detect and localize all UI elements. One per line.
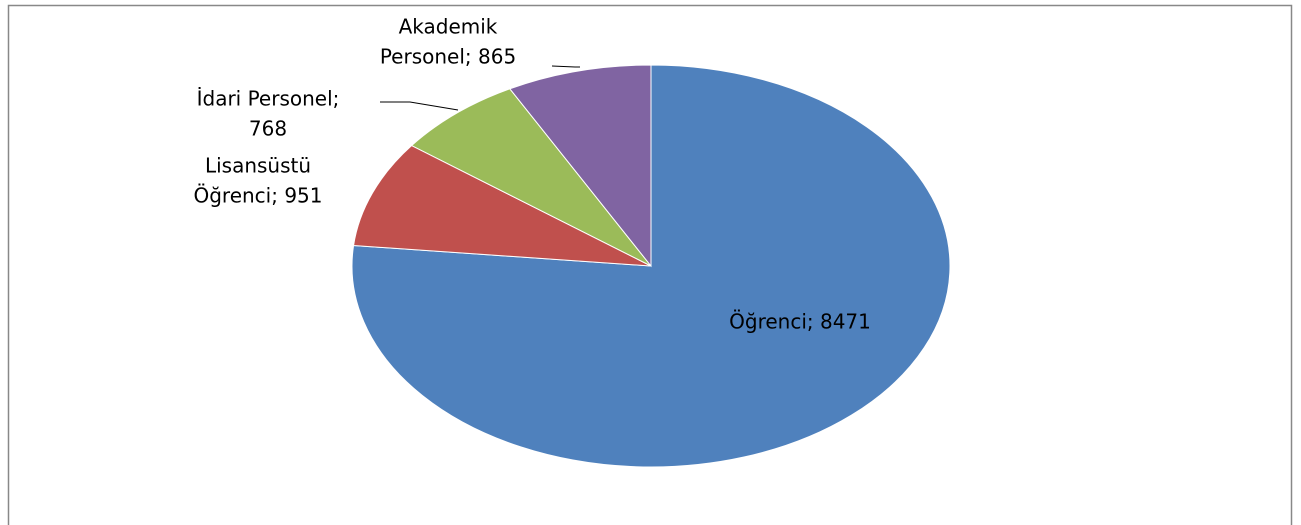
pie-slice [352, 144, 652, 267]
data-label: Akademik [399, 15, 498, 39]
data-label: Lisansüstü [205, 154, 311, 178]
pie-slice [351, 64, 951, 468]
data-label: Personel; 865 [380, 45, 516, 69]
data-label: 768 [249, 117, 287, 141]
pie-slice [509, 64, 652, 268]
leader-line [380, 101, 459, 111]
data-label: Öğrenci; 8471 [729, 310, 871, 334]
data-label: İdari Personel; [197, 87, 340, 111]
leader-line [551, 65, 580, 68]
data-label: Öğrenci; 951 [193, 184, 322, 208]
pie-slice [410, 88, 652, 267]
